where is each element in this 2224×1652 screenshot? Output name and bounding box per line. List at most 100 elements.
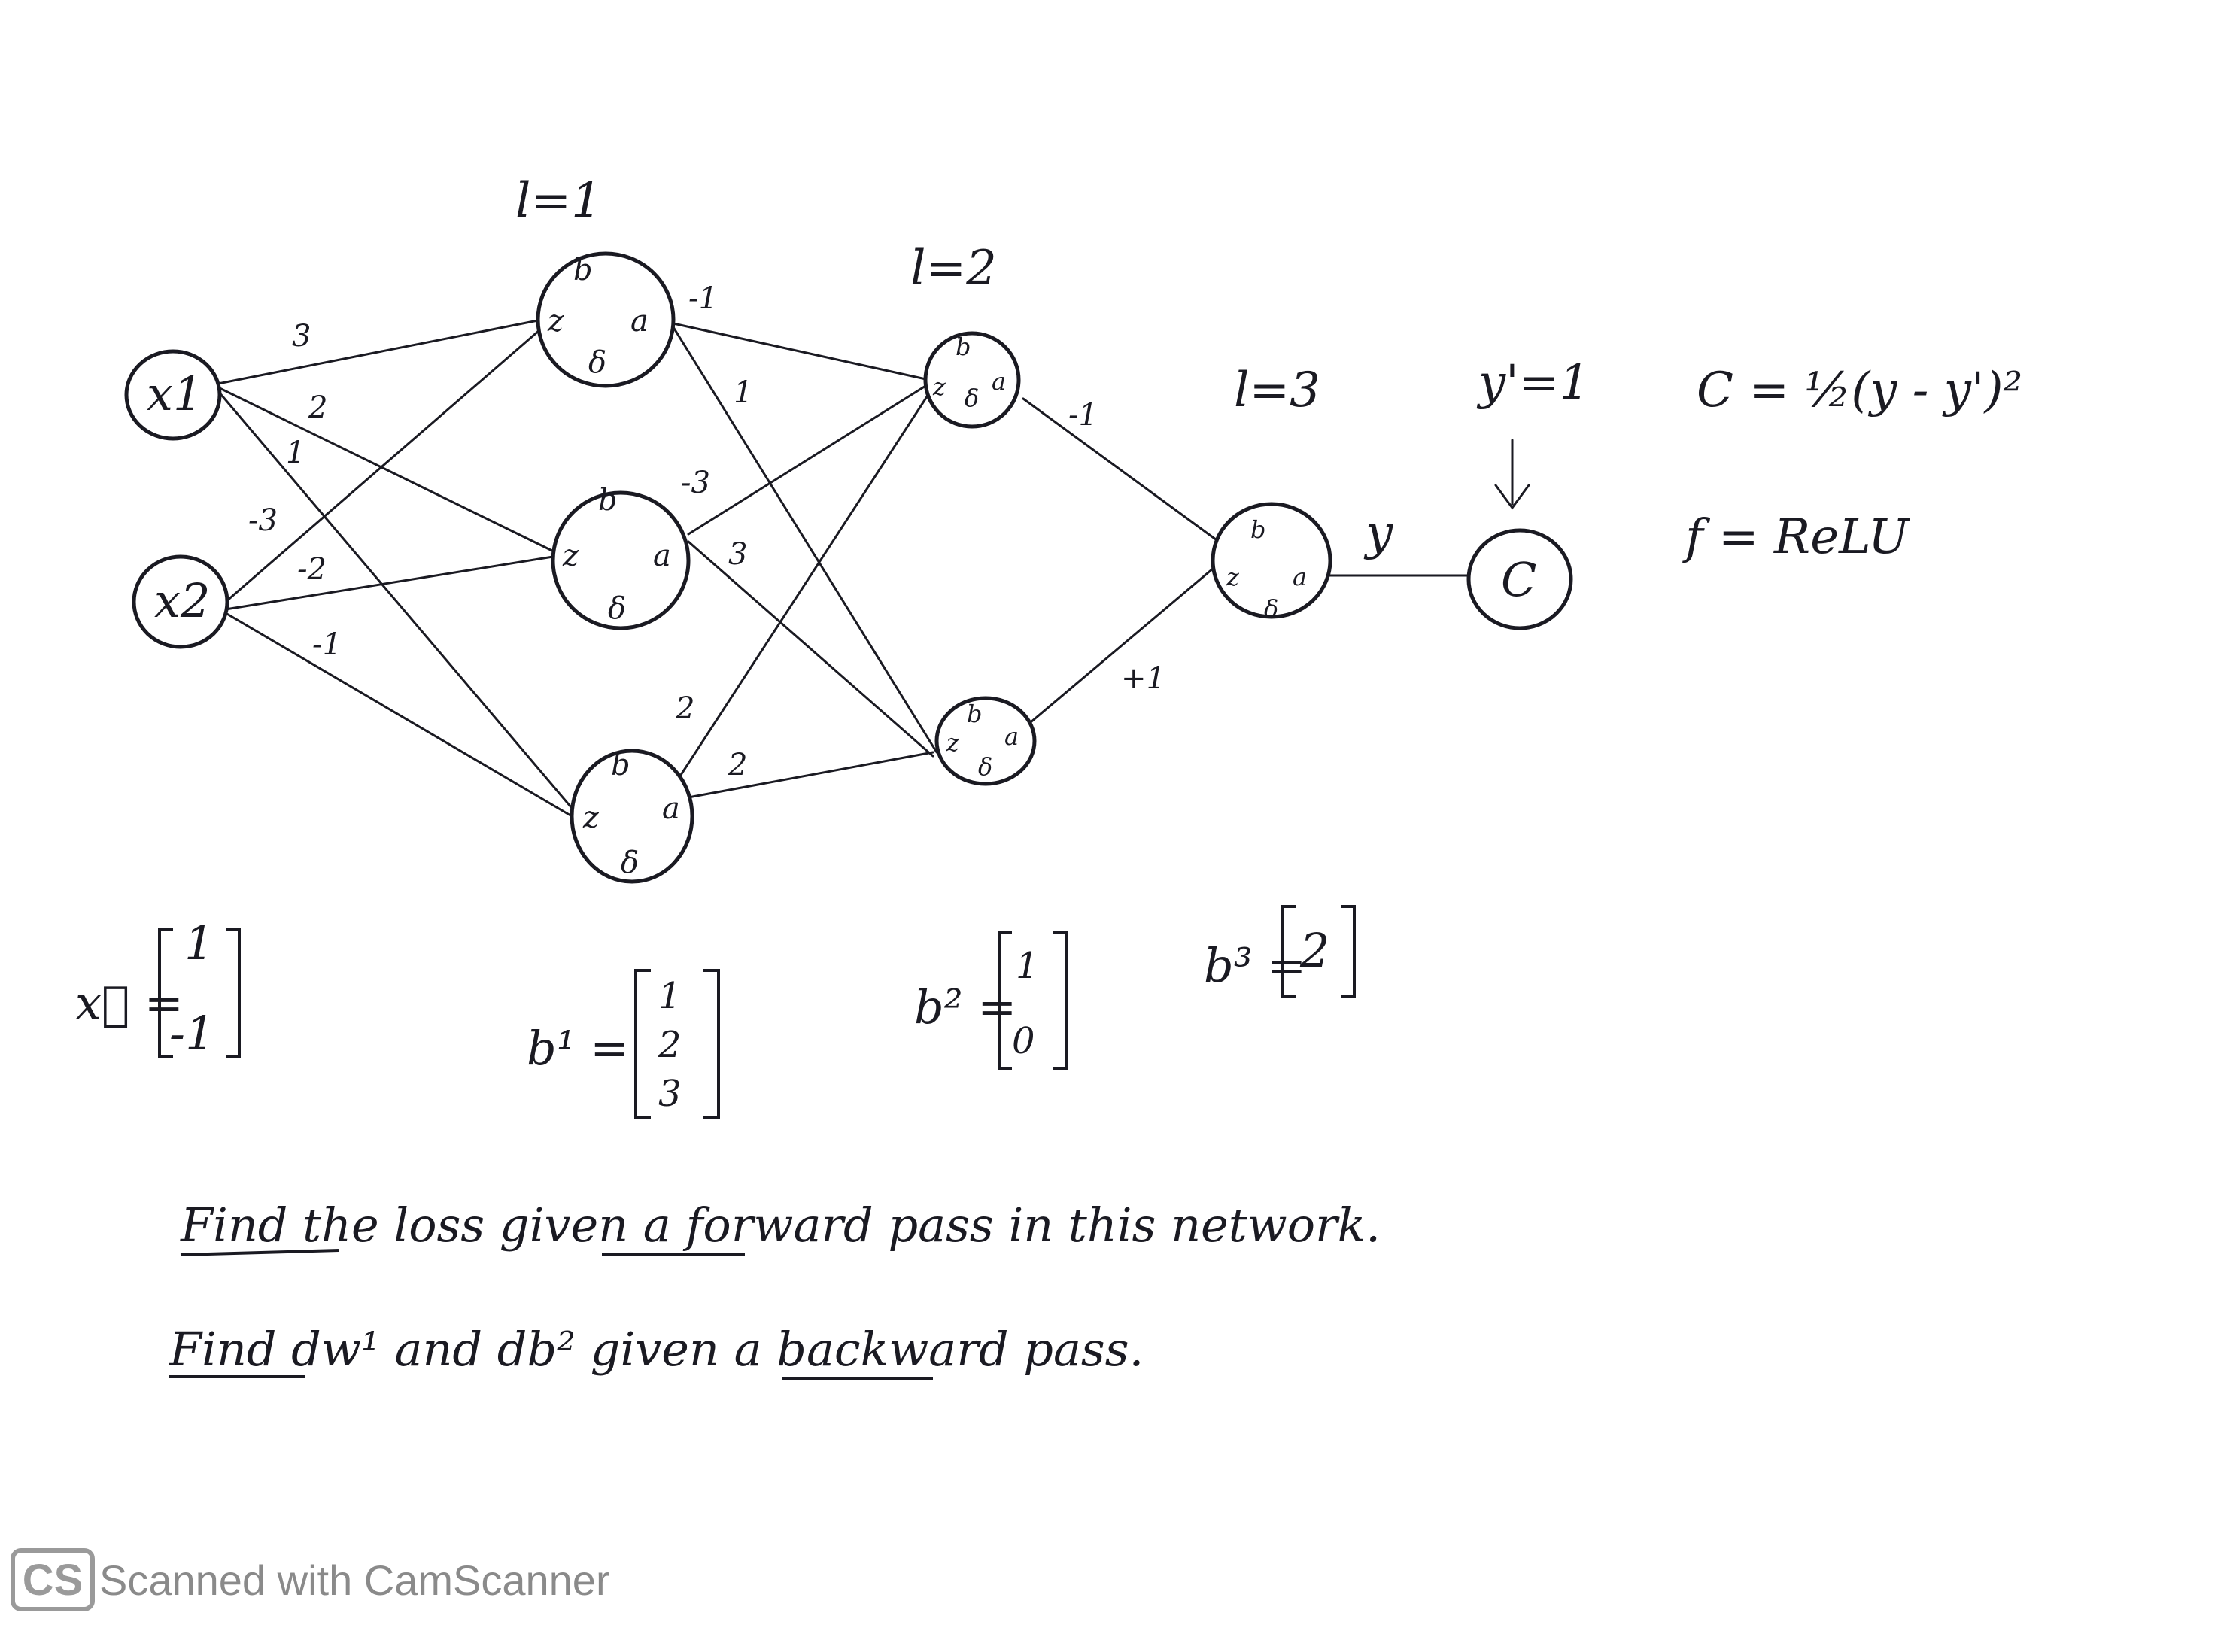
node-cost <box>1466 528 1573 630</box>
out-a-label: a <box>1293 563 1307 591</box>
cost-node-label: C <box>1501 552 1536 607</box>
task-line-1: Find the loss given a forward pass in th… <box>180 1198 1381 1253</box>
weight-x2-h2: -2 <box>297 552 327 587</box>
weight-x2-h1: -3 <box>248 503 278 538</box>
m1-bias-label: b <box>956 333 971 361</box>
node-x2-label: x2 <box>154 573 210 628</box>
edge-h2-m1 <box>687 382 931 536</box>
b2-value-2: 0 <box>1012 1020 1035 1062</box>
out-z-label: z <box>1226 563 1240 591</box>
weight-h1-m2: 1 <box>734 375 752 410</box>
h1-delta-label: δ <box>588 345 606 380</box>
h3-z-label: z <box>582 800 600 835</box>
node-h2 <box>551 490 691 630</box>
loss-formula: C = ½(y - y')² <box>1697 363 2022 418</box>
x-bracket-right <box>226 928 241 1058</box>
node-out <box>1211 502 1332 619</box>
x-vector-name: x⃗ = <box>75 976 184 1031</box>
weight-m1-out: -1 <box>1068 398 1098 433</box>
node-m2 <box>934 696 1037 786</box>
edge-h3-m2 <box>687 751 934 799</box>
weight-x2-h3: -1 <box>312 627 342 662</box>
weight-x1-h1: 3 <box>292 319 311 354</box>
task-1-underline-find <box>180 1249 339 1256</box>
b3-vector-name: b³ = <box>1204 938 1306 993</box>
b1-bracket-right <box>703 969 720 1119</box>
m1-delta-label: δ <box>965 384 979 412</box>
camscanner-text: Scanned with CamScanner <box>99 1556 610 1604</box>
h1-a-label: a <box>630 304 649 339</box>
b1-value-2: 2 <box>658 1024 682 1066</box>
node-x1-label: x1 <box>147 366 202 421</box>
target-arrow-head <box>1494 484 1530 510</box>
weight-m2-out: +1 <box>1121 661 1165 696</box>
camscanner-watermark: CS Scanned with CamScanner <box>11 1548 610 1611</box>
x-value-1: 1 <box>184 916 214 970</box>
task-line-2: Find dw¹ and db² given a backward pass. <box>169 1322 1144 1377</box>
b3-bracket-right <box>1341 905 1356 998</box>
weight-h1-m1: -1 <box>688 281 718 316</box>
h2-bias-label: b <box>598 483 618 518</box>
node-m1 <box>923 331 1021 429</box>
weight-h3-m1: 2 <box>675 691 694 726</box>
b1-vector-name: b¹ = <box>527 1021 629 1076</box>
b3-bracket-left <box>1281 905 1296 998</box>
h1-bias-label: b <box>573 253 593 287</box>
edge-x1-h3 <box>217 390 577 814</box>
m2-delta-label: δ <box>978 752 992 781</box>
edge-h3-m1 <box>679 386 934 776</box>
weight-h2-m1: -3 <box>681 466 710 500</box>
b2-vector-name: b² = <box>914 979 1016 1034</box>
weight-x1-h3: 1 <box>286 436 305 470</box>
b2-bracket-right <box>1053 931 1068 1070</box>
h2-a-label: a <box>653 539 671 573</box>
edge-x1-h1 <box>217 318 543 385</box>
edge-h1-m1 <box>672 322 931 381</box>
edge-m2-out <box>1029 559 1224 724</box>
output-y-label: y <box>1363 506 1393 561</box>
b2-value-1: 1 <box>1016 945 1039 987</box>
m2-a-label: a <box>1004 722 1019 751</box>
h2-z-label: z <box>562 539 579 573</box>
b1-value-1: 1 <box>658 975 682 1017</box>
h3-bias-label: b <box>611 748 630 782</box>
activation-label: f = ReLU <box>1682 509 1910 565</box>
edge-x1-h2 <box>217 386 558 554</box>
target-label: y'=1 <box>1476 355 1590 411</box>
x-bracket-left <box>158 928 173 1058</box>
layer-2-label: l=2 <box>910 241 997 296</box>
layer-1-label: l=1 <box>515 173 602 229</box>
weight-x1-h2: 2 <box>308 390 327 425</box>
m2-bias-label: b <box>967 700 982 728</box>
node-x1 <box>124 349 222 441</box>
b2-bracket-left <box>998 931 1012 1070</box>
edge-x2-h1 <box>224 323 547 603</box>
b1-value-3: 3 <box>658 1073 682 1115</box>
m1-z-label: z <box>932 372 946 401</box>
weight-h2-m2: 3 <box>728 537 747 572</box>
out-bias-label: b <box>1250 515 1265 544</box>
h2-delta-label: δ <box>608 591 626 626</box>
edge-x2-h2 <box>224 555 554 611</box>
node-x2 <box>132 554 229 649</box>
weight-h3-m2: 2 <box>728 748 747 782</box>
edge-x2-h3 <box>224 612 573 818</box>
m1-a-label: a <box>992 367 1006 396</box>
edge-h1-m2 <box>672 326 938 754</box>
h3-a-label: a <box>662 791 680 826</box>
h3-delta-label: δ <box>621 846 639 880</box>
b3-value-1: 2 <box>1299 923 1329 978</box>
x-value-2: -1 <box>169 1006 214 1061</box>
out-delta-label: δ <box>1264 594 1278 623</box>
m2-z-label: z <box>946 728 960 757</box>
layer-3-label: l=3 <box>1234 363 1320 418</box>
node-h3 <box>570 749 694 884</box>
h1-z-label: z <box>547 304 564 339</box>
node-h1 <box>536 251 676 388</box>
camscanner-logo: CS <box>11 1548 95 1611</box>
edge-h2-m2 <box>687 540 934 758</box>
edge-m1-out <box>1022 397 1220 543</box>
b1-bracket-left <box>634 969 651 1119</box>
